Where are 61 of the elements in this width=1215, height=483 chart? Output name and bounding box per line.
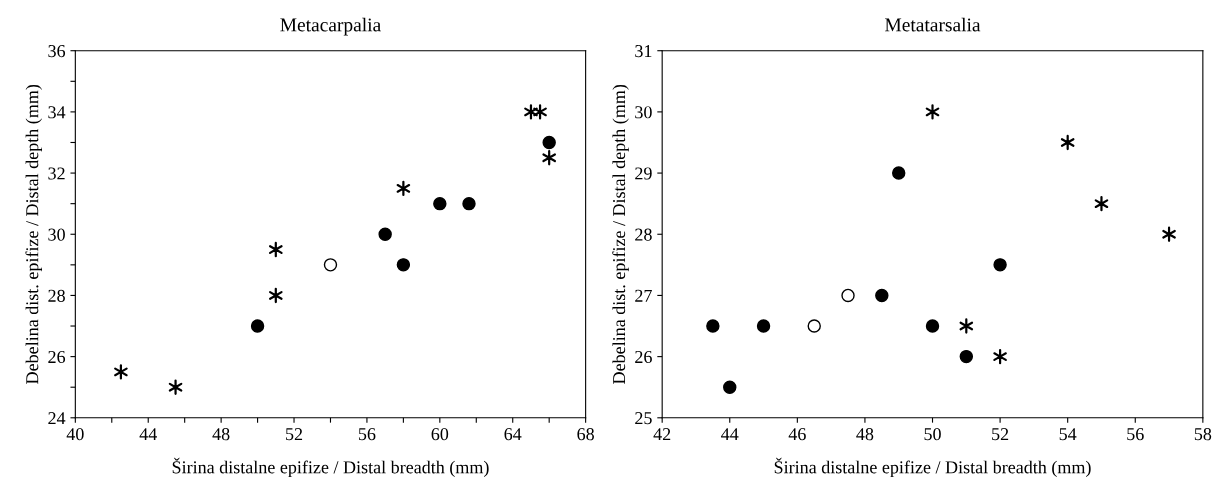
point (378, 227, 392, 241)
point (396, 180, 411, 197)
point (268, 241, 283, 258)
y-tick-label: 29 (635, 167, 652, 180)
point (542, 150, 556, 166)
point (993, 258, 1007, 272)
x-tick-label: 46 (788, 428, 806, 441)
x-tick-label: 60 (431, 428, 449, 441)
point (168, 379, 183, 395)
y-tick-label: 26 (635, 350, 652, 364)
point (875, 288, 889, 303)
x-tick-label: 56 (1127, 428, 1144, 441)
point (892, 166, 906, 180)
x-tick-label: 56 (358, 428, 376, 441)
x-tick-label: 48 (212, 428, 230, 441)
y-tick-label: 32 (48, 167, 65, 180)
y-axis-title: Debelina dist. epifize / Distal depth (mm) (612, 84, 629, 384)
point (723, 380, 737, 394)
x-tick-label: 68 (577, 428, 594, 441)
point (250, 319, 265, 333)
point (533, 104, 547, 120)
y-tick-label: 36 (48, 45, 66, 58)
y-tick-label: 30 (48, 228, 65, 241)
point (925, 319, 940, 333)
y-tick-label: 28 (48, 289, 65, 302)
y-tick-label: 31 (635, 45, 652, 58)
point (396, 258, 411, 272)
point (807, 319, 821, 333)
y-tick-label: 30 (635, 106, 652, 119)
x-tick-label: 48 (856, 428, 874, 441)
point (841, 288, 855, 303)
point (959, 349, 974, 364)
x-tick-label: 40 (66, 428, 84, 441)
x-tick-label: 64 (504, 428, 522, 441)
point (706, 319, 720, 333)
y-axis-title: Debelina dist. epifize / Distal depth (mm) (25, 84, 42, 384)
point (114, 364, 128, 380)
point (268, 287, 283, 304)
x-tick-label: 52 (992, 428, 1009, 441)
x-tick-label: 54 (1059, 428, 1077, 441)
x-tick-label: 50 (924, 428, 941, 441)
y-tick-label: 28 (635, 228, 652, 241)
x-axis-title: Širina distalne epifize / Distal breadth (mm) (172, 457, 489, 478)
x-tick-label: 52 (286, 428, 303, 441)
x-tick-label: 44 (139, 428, 157, 441)
chart-title: Metacarpalia (280, 17, 381, 36)
point (433, 196, 447, 211)
y-tick-label: 25 (635, 412, 652, 425)
y-tick-label: 24 (48, 412, 66, 425)
point (542, 135, 556, 150)
x-tick-label: 42 (653, 428, 671, 441)
x-tick-label: 58 (1194, 428, 1212, 441)
x-tick-label: 44 (721, 428, 739, 441)
y-tick-label: 34 (48, 106, 66, 119)
point (756, 319, 771, 333)
chart-title: Metatarsalia (885, 17, 981, 32)
point (462, 196, 476, 211)
x-axis-title: Širina distalne epifize / Distal breadth (mm) (774, 457, 1091, 478)
y-tick-label: 26 (48, 350, 66, 364)
y-tick-label: 27 (635, 289, 652, 302)
point (323, 258, 338, 272)
